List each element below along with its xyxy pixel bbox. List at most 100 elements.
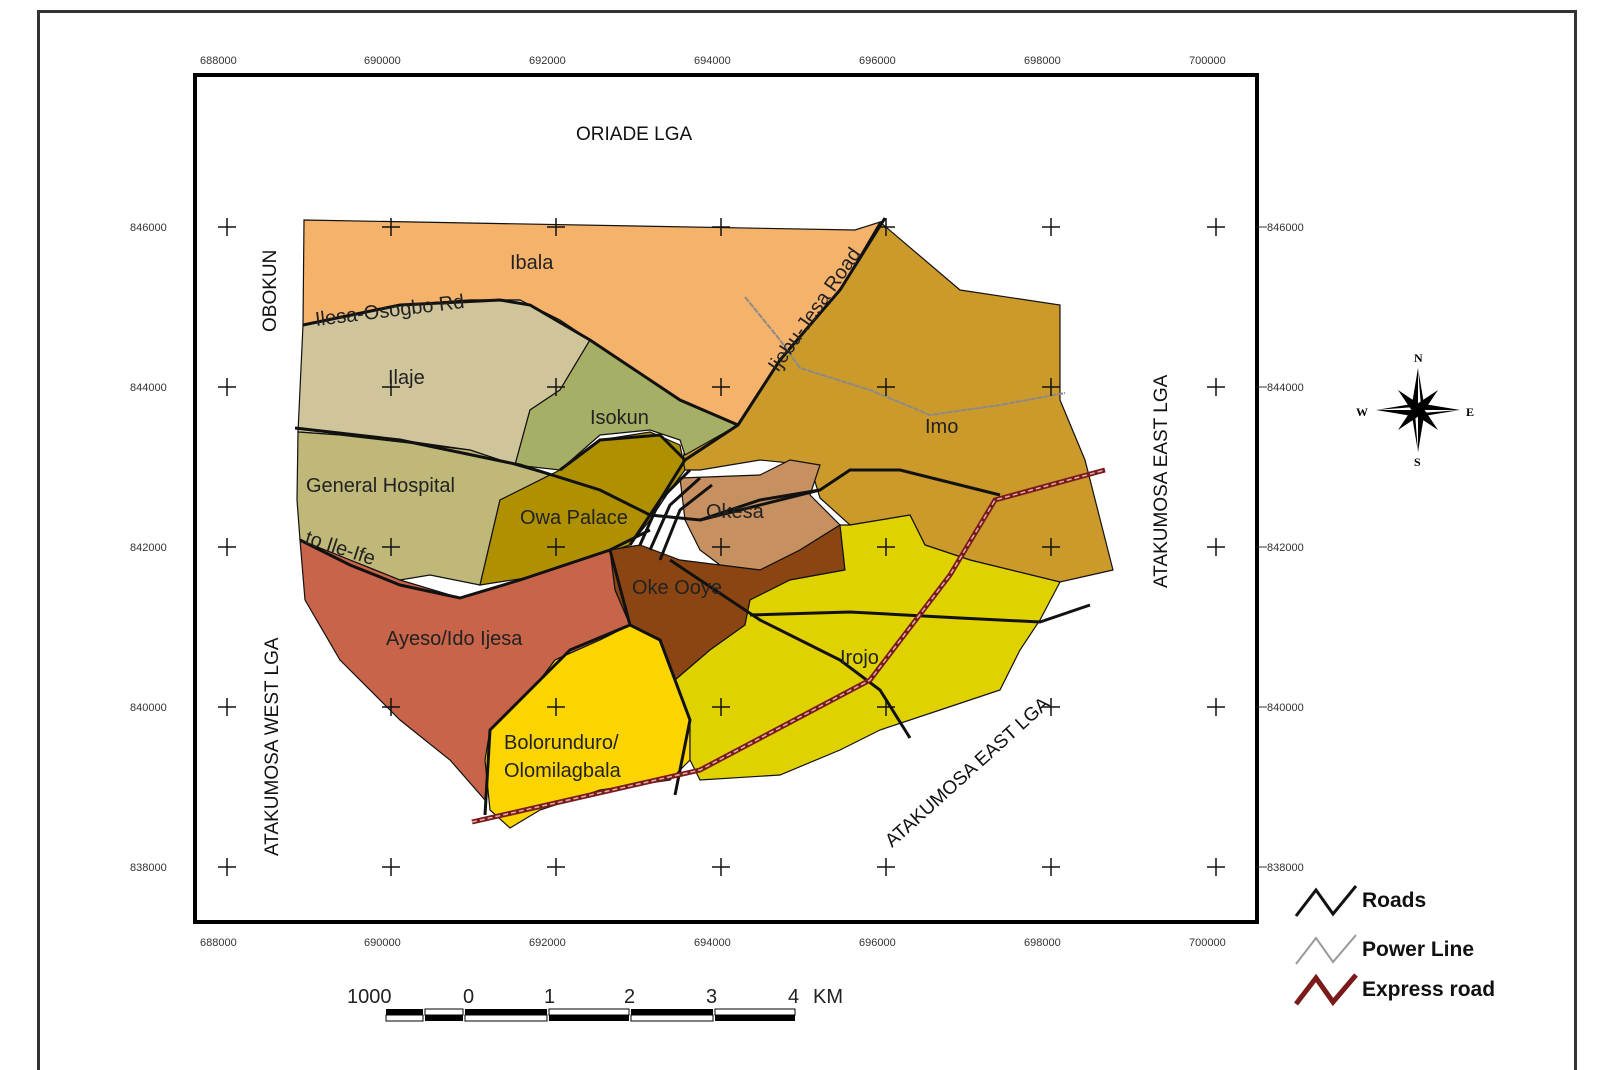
map-frame xyxy=(37,10,1577,1070)
label-obokun: OBOKUN xyxy=(260,250,281,332)
label-irojo: Irojo xyxy=(840,647,879,669)
x-tick-bottom: 692000 xyxy=(529,937,566,949)
label-isokun: Isokun xyxy=(590,407,649,429)
x-tick-bottom: 688000 xyxy=(200,937,237,949)
grid-cross xyxy=(547,218,565,236)
label-ibala: Ibala xyxy=(510,252,554,274)
road-ayeso xyxy=(483,623,631,816)
grid-cross xyxy=(712,218,730,236)
grid-cross xyxy=(877,858,895,876)
grid-cross xyxy=(547,538,565,556)
grid-cross xyxy=(712,538,730,556)
label-owa-palace: Owa Palace xyxy=(520,507,628,529)
scale-label-3: 3 xyxy=(706,986,717,1008)
label-imo: Imo xyxy=(925,416,958,438)
grid-cross xyxy=(218,858,236,876)
road-northeast xyxy=(699,468,1001,522)
scale-unit: KM xyxy=(813,986,843,1008)
x-tick-top: 700000 xyxy=(1189,55,1226,67)
x-tick-top: 694000 xyxy=(694,55,731,67)
scale-label-2: 2 xyxy=(624,986,635,1008)
grid-cross xyxy=(218,698,236,716)
grid-cross xyxy=(382,698,400,716)
y-tick-left: 840000 xyxy=(130,702,167,714)
grid-cross xyxy=(877,538,895,556)
y-tick-left: 842000 xyxy=(130,542,167,554)
legend-express-road-icon xyxy=(1294,973,1358,1007)
label-oriade-lga: ORIADE LGA xyxy=(576,124,692,145)
scale-label-4: 4 xyxy=(788,986,799,1008)
x-tick-bottom: 698000 xyxy=(1024,937,1061,949)
grid-cross xyxy=(1042,378,1060,396)
y-tick-left: 838000 xyxy=(130,862,167,874)
compass-e: E xyxy=(1466,405,1474,419)
legend-power-line: Power Line xyxy=(1362,938,1474,961)
grid-cross xyxy=(877,698,895,716)
legend: Roads Power Line Express road xyxy=(1294,885,1495,1007)
power-line xyxy=(744,296,1066,417)
grid-cross xyxy=(382,378,400,396)
compass-rose-icon: N S E W xyxy=(1356,351,1474,469)
grid-cross xyxy=(712,378,730,396)
grid-cross xyxy=(877,218,895,236)
grid-cross xyxy=(547,378,565,396)
grid-cross xyxy=(877,378,895,396)
grid-cross xyxy=(1207,538,1225,556)
road-bolorunduro xyxy=(608,549,692,796)
grid-cross xyxy=(382,218,400,236)
road-center-1 xyxy=(638,468,692,546)
y-tick-right: 842000 xyxy=(1267,542,1304,554)
region-irojo[interactable] xyxy=(674,514,1061,781)
grid-cross xyxy=(1207,858,1225,876)
x-tick-top: 690000 xyxy=(364,55,401,67)
road-owa-palace-ring xyxy=(559,433,687,472)
y-tick-right: 846000 xyxy=(1267,222,1304,234)
roads xyxy=(294,217,1091,816)
grid-cross xyxy=(1042,218,1060,236)
label-oke-ooye: Oke Ooye xyxy=(632,577,722,599)
express-road xyxy=(471,467,1106,825)
axis-ticks: 688000 688000 690000 690000 692000 692000 6940… xyxy=(130,55,1304,949)
label-bolorunduro: Bolorunduro/ xyxy=(504,732,619,754)
label-okesa: Okesa xyxy=(706,501,765,523)
x-tick-top: 688000 xyxy=(200,55,237,67)
scale-label-1000: 1000 xyxy=(347,986,392,1008)
grid-cross xyxy=(547,858,565,876)
grid-cross xyxy=(1042,698,1060,716)
x-tick-bottom: 700000 xyxy=(1189,937,1226,949)
label-ilaje: Ilaje xyxy=(388,367,425,389)
scale-label-0: 0 xyxy=(463,986,474,1008)
grid-cross xyxy=(382,858,400,876)
grid-cross xyxy=(218,218,236,236)
road-east xyxy=(749,603,1091,624)
grid-cross xyxy=(382,538,400,556)
x-tick-bottom: 696000 xyxy=(859,937,896,949)
grid-cross xyxy=(1042,538,1060,556)
y-tick-right: 844000 xyxy=(1267,382,1304,394)
road-irojo xyxy=(669,558,912,739)
y-tick-left: 846000 xyxy=(130,222,167,234)
legend-power-line-icon xyxy=(1295,934,1357,965)
grid-cross xyxy=(712,698,730,716)
label-atakumosa-west: ATAKUMOSA WEST LGA xyxy=(262,637,283,856)
compass-w: W xyxy=(1356,405,1368,419)
y-tick-right: 840000 xyxy=(1267,702,1304,714)
road-center-2 xyxy=(648,476,702,551)
x-tick-top: 698000 xyxy=(1024,55,1061,67)
x-tick-top: 692000 xyxy=(529,55,566,67)
label-olomilagbala: Olomilagbala xyxy=(504,760,622,782)
y-tick-right: 838000 xyxy=(1267,862,1304,874)
x-tick-bottom: 694000 xyxy=(694,937,731,949)
x-tick-bottom: 690000 xyxy=(364,937,401,949)
grid-cross xyxy=(712,858,730,876)
label-ayeso: Ayeso/Ido Ijesa xyxy=(386,628,523,650)
grid-cross xyxy=(1207,698,1225,716)
road-general-hospital xyxy=(294,426,821,522)
compass-n: N xyxy=(1414,351,1423,365)
road-ilesa-osogbo xyxy=(302,298,739,427)
scale-label-1: 1 xyxy=(544,986,555,1008)
x-tick-top: 696000 xyxy=(859,55,896,67)
label-general-hospital: General Hospital xyxy=(306,475,455,497)
road-center-3 xyxy=(658,483,713,561)
